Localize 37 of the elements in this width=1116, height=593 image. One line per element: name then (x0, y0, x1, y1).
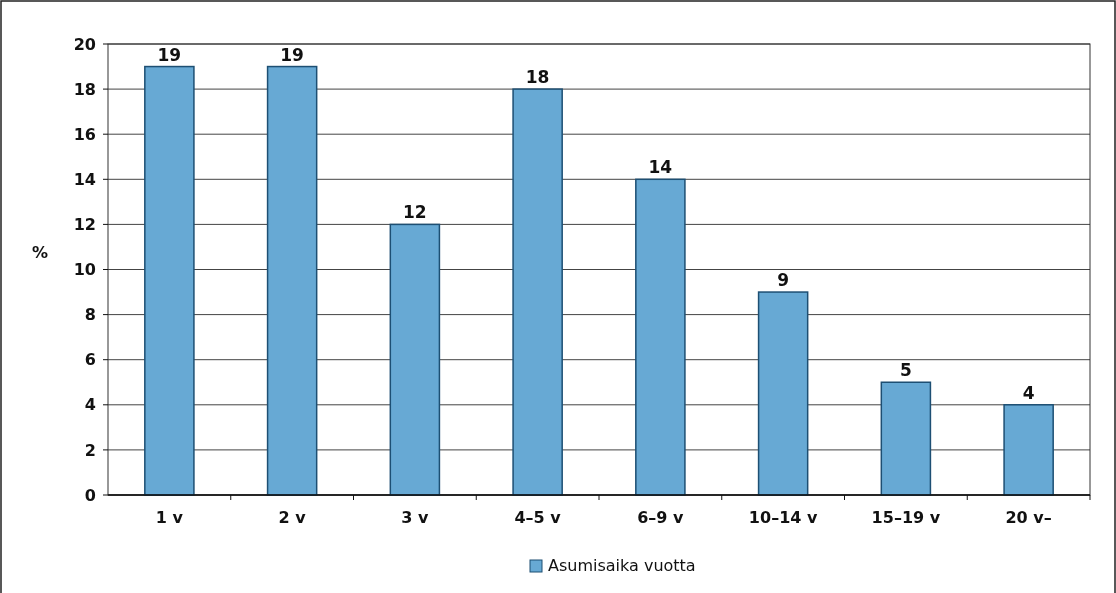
x-tick-label: 2 v (278, 508, 307, 527)
bar (144, 65, 195, 496)
data-label: 18 (525, 67, 550, 88)
y-tick-label: 12 (73, 215, 96, 234)
bar (757, 291, 809, 496)
data-label: 19 (157, 44, 182, 65)
y-tick-label: 14 (73, 169, 96, 189)
bar (880, 381, 932, 496)
bar (266, 65, 318, 496)
legend-label: Asumisaika vuotta (548, 556, 696, 575)
y-tick-label: 10 (73, 260, 96, 280)
y-tick-label: 4 (84, 395, 96, 415)
x-tick-label: 10–14 v (748, 508, 818, 527)
x-tick-label: 6–9 v (637, 508, 685, 527)
data-label: 19 (280, 44, 304, 65)
y-axis-title: % (31, 243, 49, 262)
bar (635, 178, 686, 496)
data-label: 9 (777, 270, 790, 291)
x-tick-label: 3 v (401, 508, 430, 527)
data-label: 14 (648, 157, 673, 178)
y-tick-label: 18 (73, 79, 96, 99)
x-tick-label: 20 v– (1005, 508, 1052, 527)
data-label: 12 (403, 202, 427, 223)
data-label: 4 (1022, 382, 1035, 403)
y-tick-label: 2 (84, 440, 96, 460)
x-tick-label: 1 v (155, 508, 184, 527)
data-label: 5 (899, 360, 912, 381)
bar (1003, 404, 1054, 496)
y-tick-label: 16 (73, 124, 96, 144)
y-tick-label: 20 (73, 34, 96, 54)
x-tick-label: 15–19 v (871, 508, 941, 527)
y-tick-label: 8 (84, 305, 96, 325)
x-tick-label: 4–5 v (514, 508, 562, 527)
bar (512, 88, 563, 496)
y-tick-label: 0 (84, 485, 96, 505)
y-tick-label: 6 (84, 350, 96, 370)
bar (389, 223, 441, 496)
